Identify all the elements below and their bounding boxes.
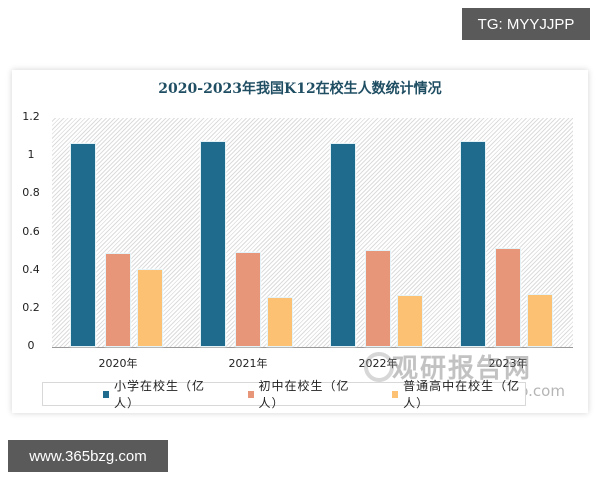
y-tick-label: 0 [27, 339, 35, 352]
bar-2-2 [397, 295, 423, 347]
y-tick-label: 0.4 [22, 262, 40, 276]
y-tick-label: 1.2 [22, 110, 40, 123]
legend-swatch-icon [103, 390, 109, 398]
bar-1-2 [267, 297, 293, 347]
x-tick-label: 2023年 [488, 357, 528, 370]
bar-2-1 [365, 249, 391, 347]
bar-0-0 [70, 142, 96, 347]
y-tick-label: 0.6 [22, 224, 40, 238]
x-tick-label: 2020年 [98, 357, 138, 370]
chart-legend: 小学在校生（亿人） 初中在校生（亿人） 普通高中在校生（亿人） [42, 379, 526, 410]
legend-item-middle: 初中在校生（亿人） [247, 377, 359, 411]
legend-swatch-icon [392, 390, 399, 398]
x-tick-label: 2021年 [228, 357, 268, 370]
bar-0-1 [105, 253, 131, 347]
legend-label: 初中在校生（亿人） [258, 379, 350, 410]
bar-1-0 [200, 140, 226, 347]
y-tick-label: 1 [27, 148, 35, 162]
legend-item-high: 普通高中在校生（亿人） [392, 377, 525, 411]
website-badge: www.365bzg.com [8, 440, 168, 472]
telegram-badge: TG: MYYJJPP [462, 8, 590, 40]
bar-3-0 [460, 140, 486, 347]
chart-title: 2020-2023年我国K12在校生人数统计情况 [158, 81, 442, 97]
chart-card: 2020-2023年我国K12在校生人数统计情况 1.2 1 0.8 0.6 0.4 0.… [12, 70, 588, 413]
x-tick-label: 2022年 [358, 357, 398, 370]
y-tick-label: 0.8 [22, 186, 40, 200]
bar-3-1 [495, 247, 521, 347]
bar-3-2 [527, 293, 553, 347]
bar-1-1 [235, 251, 261, 347]
legend-item-primary: 小学在校生（亿人） [103, 377, 214, 411]
legend-label: 小学在校生（亿人） [113, 379, 205, 410]
bar-0-2 [137, 268, 163, 347]
x-axis-line [52, 347, 573, 348]
bar-2-0 [330, 142, 356, 347]
y-tick-label: 0.2 [22, 300, 40, 314]
legend-swatch-icon [247, 390, 254, 398]
legend-label: 普通高中在校生（亿人） [403, 379, 521, 410]
